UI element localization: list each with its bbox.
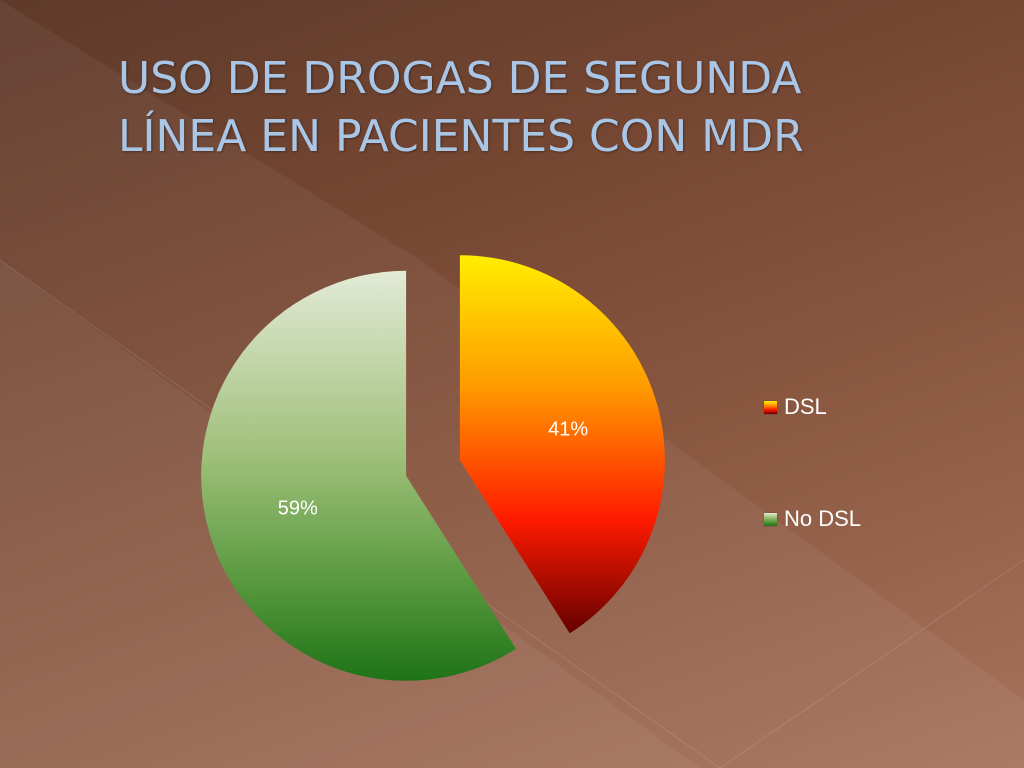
pie-slice-dsl	[459, 255, 665, 634]
pie-slice-no-dsl	[201, 270, 516, 681]
slide-title: USO DE DROGAS DE SEGUNDA LÍNEA EN PACIEN…	[118, 50, 918, 166]
legend-label-no-dsl: No DSL	[784, 506, 862, 531]
chart-legend: DSL No DSL	[764, 392, 861, 616]
legend-swatch-dsl	[764, 400, 777, 414]
legend-item-no-dsl: No DSL	[764, 504, 861, 534]
title-line-1: USO DE DROGAS DE SEGUNDA	[118, 53, 802, 104]
data-label-dsl: 41%	[548, 419, 588, 441]
legend-label-dsl: DSL	[784, 394, 827, 419]
title-line-2: LÍNEA EN PACIENTES CON MDR	[118, 111, 804, 162]
legend-swatch-no-dsl	[764, 512, 777, 526]
data-label-no-dsl: 59%	[278, 497, 318, 519]
legend-item-dsl: DSL	[764, 392, 861, 422]
